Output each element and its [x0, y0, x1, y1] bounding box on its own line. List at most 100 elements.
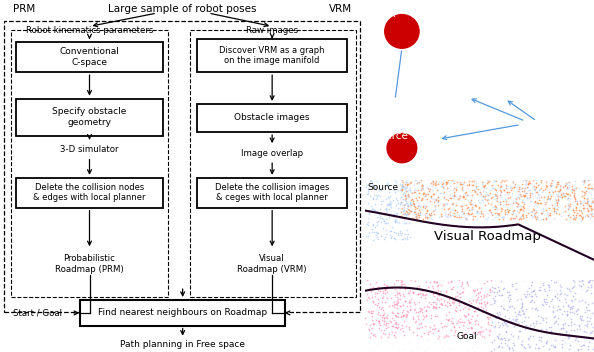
Point [439, 194, 448, 200]
Bar [4, 21, 360, 312]
Point [558, 191, 568, 197]
Point [532, 214, 542, 220]
Point [469, 202, 478, 208]
Point [447, 315, 457, 320]
Point [472, 191, 482, 197]
Point [374, 298, 384, 304]
Point [533, 182, 543, 188]
Point [408, 316, 418, 322]
Point [377, 299, 387, 305]
Point [586, 211, 594, 217]
Point [508, 347, 517, 352]
Point [452, 179, 462, 184]
Point [588, 325, 594, 330]
Point [538, 318, 548, 323]
Point [418, 203, 427, 209]
Point [519, 211, 528, 217]
Point [403, 231, 413, 237]
Point [393, 315, 403, 320]
Point [441, 201, 450, 207]
Point [568, 294, 577, 299]
Point [499, 178, 508, 184]
Point [582, 185, 592, 191]
Point [538, 211, 547, 216]
Point [363, 222, 372, 228]
Point [576, 208, 586, 213]
Point [490, 293, 500, 298]
Point [431, 178, 441, 184]
Point [567, 297, 576, 303]
Point [460, 215, 470, 221]
Point [416, 320, 426, 326]
Point [400, 211, 409, 216]
Point [470, 187, 479, 193]
Point [516, 213, 526, 219]
Point [437, 183, 446, 189]
Bar [17, 42, 163, 72]
Point [471, 183, 481, 189]
Point [437, 302, 447, 308]
Point [479, 194, 489, 200]
Point [584, 199, 593, 204]
Point [435, 334, 444, 339]
Point [562, 311, 571, 317]
Point [539, 194, 548, 200]
Point [482, 185, 491, 190]
Point [532, 294, 541, 299]
Point [543, 213, 552, 219]
Point [371, 230, 381, 235]
Text: Goal: Goal [457, 332, 478, 341]
Point [418, 182, 427, 188]
Point [563, 206, 573, 212]
Point [542, 341, 552, 347]
Point [411, 216, 421, 222]
Point [402, 308, 412, 314]
Point [415, 212, 425, 217]
Point [496, 292, 505, 298]
Point [367, 302, 377, 308]
Point [467, 178, 476, 184]
Point [375, 319, 384, 324]
Point [459, 212, 468, 217]
Point [466, 316, 475, 321]
Point [530, 345, 540, 351]
Point [532, 318, 541, 323]
Point [522, 291, 532, 297]
Point [580, 198, 589, 204]
Point [541, 342, 550, 347]
Point [376, 199, 386, 204]
Point [521, 190, 530, 196]
Point [372, 222, 381, 228]
Point [494, 216, 504, 221]
Point [443, 207, 453, 212]
Point [408, 198, 418, 203]
Point [374, 287, 383, 293]
Point [465, 320, 474, 325]
Point [431, 289, 441, 294]
Point [538, 205, 548, 210]
Point [450, 327, 459, 332]
Point [400, 232, 409, 237]
Point [391, 321, 400, 327]
Point [466, 207, 476, 213]
Point [564, 186, 573, 191]
Point [381, 286, 390, 292]
Point [553, 191, 563, 196]
Point [490, 203, 500, 209]
Point [583, 335, 593, 341]
Point [433, 335, 443, 340]
Point [471, 184, 481, 190]
Point [508, 199, 517, 205]
Point [463, 306, 473, 311]
Point [555, 194, 564, 200]
Point [443, 180, 452, 186]
Point [385, 196, 394, 201]
Point [448, 310, 458, 316]
Point [405, 299, 415, 304]
Point [385, 202, 394, 208]
Point [463, 311, 472, 316]
Point [543, 295, 552, 301]
Point [461, 192, 470, 197]
Point [571, 322, 581, 327]
Point [507, 303, 517, 309]
